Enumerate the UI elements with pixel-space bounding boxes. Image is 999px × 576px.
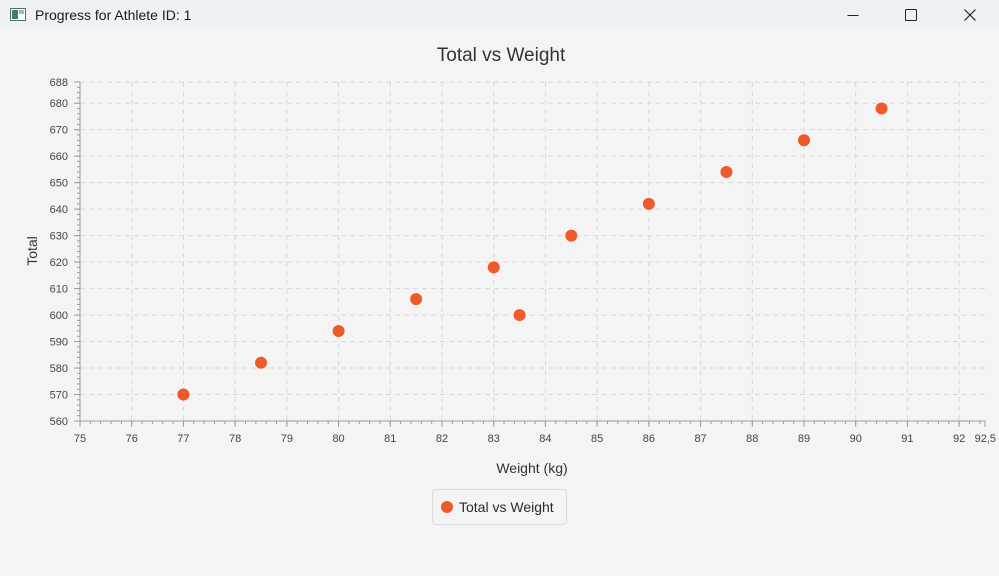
- x-tick-label: 89: [798, 433, 810, 445]
- y-tick-label: 660: [50, 151, 68, 163]
- x-tick-label: 84: [539, 433, 551, 445]
- x-tick-label: 87: [694, 433, 706, 445]
- maximize-button[interactable]: [882, 0, 940, 30]
- x-tick-label: 77: [177, 433, 189, 445]
- x-tick-label: 78: [229, 433, 241, 445]
- y-tick-label: 590: [50, 337, 68, 349]
- y-tick-label: 640: [50, 204, 68, 216]
- y-tick-label: 560: [50, 416, 68, 428]
- x-tick-label: 75: [74, 433, 86, 445]
- data-point: [875, 102, 888, 115]
- x-tick-label: 91: [901, 433, 913, 445]
- maximize-icon: [905, 9, 917, 21]
- data-point: [513, 309, 526, 322]
- y-tick-label: 620: [50, 257, 68, 269]
- y-tick-label: 688: [50, 77, 68, 89]
- y-axis-label: Total: [24, 236, 40, 266]
- data-point: [798, 134, 810, 147]
- x-tick-label: 83: [488, 433, 500, 445]
- x-tick-label: 88: [746, 433, 758, 445]
- minimize-icon: [847, 15, 859, 16]
- x-tick-label: 82: [436, 433, 448, 445]
- data-point: [565, 229, 578, 242]
- grid-lines: [79, 81, 985, 421]
- minimize-button[interactable]: [824, 0, 882, 30]
- x-tick-label: 90: [850, 433, 862, 445]
- legend-marker-icon: [441, 501, 453, 513]
- data-point: [720, 166, 733, 179]
- data-point: [177, 388, 190, 401]
- x-tick-label: 76: [126, 433, 138, 445]
- data-points: [177, 102, 888, 401]
- x-axis-label: Weight (kg): [496, 460, 567, 476]
- y-tick-label: 650: [50, 178, 68, 190]
- x-tick-label: 81: [384, 433, 396, 445]
- x-tick-label: 86: [643, 433, 655, 445]
- scatter-chart: Total vs Weight 75 76 77 78 79 80 81 82 83 84 85 86…: [24, 45, 996, 476]
- window-titlebar[interactable]: Progress for Athlete ID: 1: [0, 0, 999, 30]
- x-tick-label: 80: [332, 433, 344, 445]
- window-title: Progress for Athlete ID: 1: [35, 7, 192, 23]
- app-window-icon: [10, 8, 26, 21]
- chart-legend: Total vs Weight: [432, 489, 567, 525]
- axes: 75 76 77 78 79 80 81 82 83 84 85 86 87 88 89 90 91 92 92,5…: [50, 77, 996, 445]
- x-tick-label: 85: [591, 433, 603, 445]
- data-point: [332, 324, 345, 337]
- x-tick-label: 92: [953, 433, 965, 445]
- y-tick-label: 630: [50, 231, 68, 243]
- chart-area: Total vs Weight 75 76 77 78 79 80 81 82 83 84 85 86…: [0, 30, 999, 571]
- data-point: [410, 293, 423, 306]
- data-point: [255, 356, 267, 369]
- close-button[interactable]: [941, 0, 999, 30]
- chart-title: Total vs Weight: [437, 45, 566, 66]
- x-tick-label: 92,5: [975, 433, 996, 445]
- data-point: [487, 261, 500, 274]
- y-tick-label: 610: [50, 284, 68, 296]
- data-point: [642, 197, 655, 210]
- y-tick-label: 570: [50, 390, 68, 402]
- y-tick-label: 600: [50, 310, 68, 322]
- y-tick-label: 580: [50, 363, 68, 375]
- y-tick-label: 670: [50, 125, 68, 137]
- y-tick-label: 680: [50, 98, 68, 110]
- x-tick-label: 79: [281, 433, 293, 445]
- legend-label: Total vs Weight: [459, 499, 554, 515]
- close-icon: [964, 9, 976, 21]
